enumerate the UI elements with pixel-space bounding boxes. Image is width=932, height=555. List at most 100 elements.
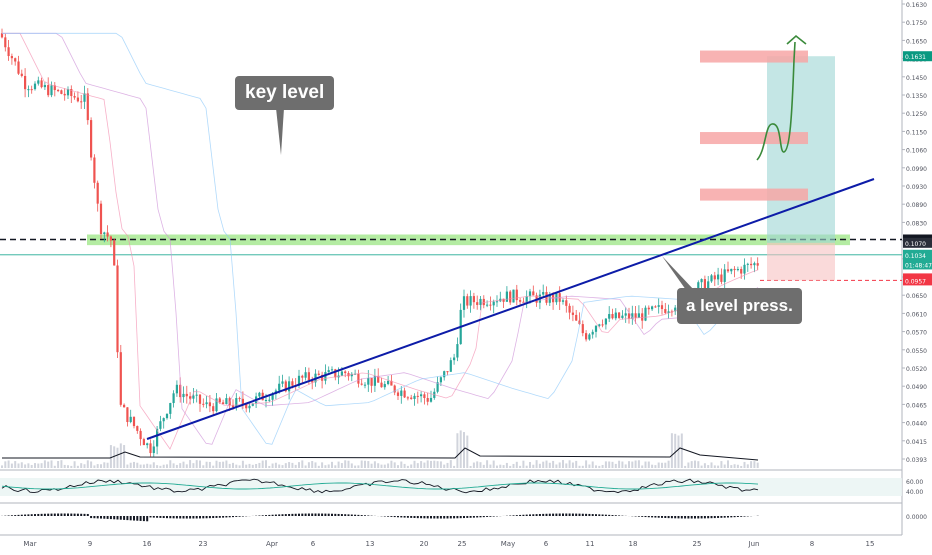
candle-body — [443, 371, 445, 377]
volume-bar — [117, 448, 119, 468]
macd-bar — [216, 516, 218, 518]
macd-bar — [34, 514, 36, 516]
macd-bar — [638, 516, 640, 517]
macd-bar — [641, 516, 643, 517]
volume-bar — [569, 460, 571, 468]
volume-bar — [410, 464, 412, 468]
rsi-tick-label: 60.00 — [906, 479, 923, 486]
volume-bar — [612, 462, 614, 468]
macd-bar — [691, 516, 693, 518]
key-level-callout: key level — [235, 76, 334, 110]
volume-bar — [720, 461, 722, 468]
candle-body — [308, 372, 310, 380]
macd-bar — [87, 514, 89, 516]
macd-bar — [579, 514, 581, 516]
volume-bar — [483, 465, 485, 468]
candle-body — [103, 232, 105, 234]
macd-bar — [41, 514, 43, 516]
volume-bar — [21, 462, 23, 468]
macd-bar — [143, 516, 145, 521]
macd-bar — [612, 515, 614, 516]
volume-bar — [400, 461, 402, 468]
candle-body — [87, 93, 89, 120]
candle-body — [126, 407, 128, 422]
macd-bar — [354, 515, 356, 516]
volume-bar — [258, 463, 260, 468]
macd-bar — [678, 516, 680, 518]
price-tick-label: 0.0465 — [906, 402, 927, 409]
volume-bar — [278, 465, 280, 468]
macd-bar — [93, 516, 95, 518]
macd-bar — [744, 516, 746, 517]
macd-bar — [27, 514, 29, 516]
macd-bar — [668, 516, 670, 518]
macd-bar — [493, 516, 495, 517]
candle-body — [417, 396, 419, 397]
price-tick-label: 0.1060 — [906, 148, 927, 155]
price-label-text: 0.1070 — [905, 241, 926, 248]
loss-box — [767, 243, 835, 281]
macd-bar — [707, 516, 709, 518]
candle-body — [176, 385, 178, 394]
macd-bar — [348, 514, 350, 516]
volume-bar — [473, 463, 475, 468]
volume-bar — [648, 462, 650, 468]
key-level-label: key level — [245, 82, 324, 103]
macd-bar — [734, 516, 736, 517]
macd-bar — [486, 516, 488, 517]
volume-bar — [202, 465, 204, 468]
volume-bar — [466, 436, 468, 468]
volume-bar — [635, 460, 637, 468]
candle-body — [595, 326, 597, 332]
macd-bar — [697, 516, 699, 518]
macd-bar — [684, 516, 686, 518]
time-tick-label: 13 — [366, 540, 375, 548]
macd-bar — [64, 514, 66, 516]
time-tick-label: Jun — [748, 540, 760, 548]
price-tick-label: 0.0550 — [906, 348, 927, 355]
volume-bar — [47, 462, 49, 468]
macd-bar — [67, 514, 69, 516]
volume-bar — [318, 466, 320, 468]
time-tick-label: Apr — [266, 540, 278, 548]
volume-bar — [97, 464, 99, 468]
macd-bar — [456, 516, 458, 518]
macd-bar — [239, 516, 241, 517]
macd-bar — [298, 514, 300, 516]
volume-bar — [714, 465, 716, 468]
volume-bar — [588, 465, 590, 468]
candle-body — [661, 305, 663, 309]
volume-bar — [687, 463, 689, 468]
candle-body — [585, 333, 587, 339]
macd-bar — [275, 515, 277, 516]
macd-bar — [552, 514, 554, 516]
volume-bar — [737, 465, 739, 468]
volume-bar — [503, 465, 505, 468]
macd-bar — [262, 515, 264, 516]
macd-bar — [608, 515, 610, 516]
volume-bar — [357, 465, 359, 468]
macd-bar — [18, 515, 20, 516]
volume-bar — [77, 466, 79, 468]
volume-bar — [602, 465, 604, 468]
macd-bar — [433, 516, 435, 518]
volume-bar — [621, 462, 623, 468]
candle-body — [192, 396, 194, 399]
macd-bar — [555, 514, 557, 516]
macd-bar — [532, 514, 534, 516]
macd-bar — [582, 514, 584, 516]
volume-bar — [579, 466, 581, 468]
macd-bar — [21, 515, 23, 516]
candle-body — [146, 443, 148, 445]
macd-bar — [334, 514, 336, 516]
candle-body — [635, 313, 637, 317]
candle-body — [47, 85, 49, 95]
volume-bar — [328, 464, 330, 468]
volume-bar — [381, 465, 383, 468]
macd-bar — [324, 514, 326, 516]
candle-body — [615, 313, 617, 319]
volume-bar — [516, 462, 518, 468]
candle-body — [130, 417, 132, 422]
candle-body — [572, 313, 574, 315]
candle-body — [384, 384, 386, 387]
